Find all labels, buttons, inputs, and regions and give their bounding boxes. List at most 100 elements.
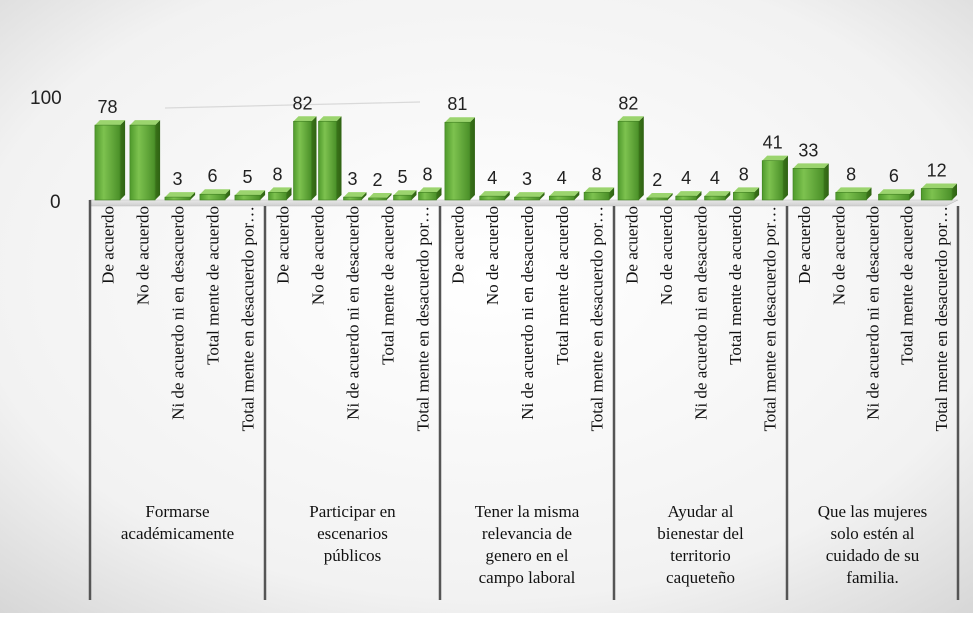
- group-label: Ayudar al bienestar del territorio caqueteñ…: [657, 502, 744, 587]
- data-label: 78: [97, 97, 117, 117]
- bar-top: [733, 187, 760, 193]
- bar[interactable]: [234, 194, 261, 201]
- bar-side: [725, 191, 731, 200]
- data-label: 3: [347, 169, 357, 189]
- bar[interactable]: [704, 195, 726, 201]
- category-tick-label: Total mente en desacuerdo por…: [761, 206, 780, 431]
- bar-top: [646, 193, 673, 198]
- bar[interactable]: [444, 121, 471, 201]
- category-tick-label: No de acuerdo: [483, 206, 502, 305]
- data-label: 12: [927, 160, 947, 180]
- bar[interactable]: [393, 194, 412, 201]
- category-tick-label: Total mente en desacuerdo por…: [239, 206, 258, 431]
- bar[interactable]: [129, 124, 156, 201]
- group-label: Tener la misma relevancia de genero en el c…: [475, 502, 580, 587]
- bar[interactable]: [418, 192, 437, 201]
- bar[interactable]: [733, 192, 755, 201]
- bar-side: [574, 191, 580, 200]
- category-tick-label: Ni de acuerdo ni en desacuerdo: [169, 206, 188, 420]
- bar[interactable]: [761, 160, 784, 201]
- category-tick-label: No de acuerdo: [309, 206, 328, 305]
- bar[interactable]: [878, 193, 910, 201]
- category-tick-label: De acuerdo: [795, 206, 814, 284]
- bar-side: [155, 120, 161, 200]
- category-tick-label: De acuerdo: [622, 206, 641, 284]
- bar-top: [792, 163, 829, 169]
- group-label: Participar en escenarios públicos: [309, 502, 396, 565]
- bar[interactable]: [164, 196, 191, 201]
- data-label: 2: [652, 170, 662, 190]
- data-label: 8: [592, 164, 602, 184]
- bar-side: [311, 116, 317, 200]
- category-tick-label: De acuerdo: [274, 206, 293, 284]
- bar[interactable]: [293, 120, 312, 201]
- group-label-line: públicos: [324, 546, 382, 565]
- bar-top: [514, 192, 545, 198]
- bar-side: [436, 187, 442, 200]
- category-tick-label: De acuerdo: [99, 206, 118, 284]
- bar-side: [286, 187, 292, 200]
- bar-side: [120, 120, 126, 200]
- y-tick-label: 100: [30, 88, 62, 109]
- bar[interactable]: [343, 196, 362, 201]
- bar[interactable]: [792, 168, 825, 201]
- category-tick-label: Ni de acuerdo ni en desacuerdo: [518, 206, 537, 420]
- data-label: 6: [207, 166, 217, 186]
- bar[interactable]: [583, 192, 610, 201]
- bar-side: [469, 117, 475, 200]
- bar-top: [268, 187, 292, 193]
- bar[interactable]: [268, 192, 287, 201]
- bar-top: [393, 190, 417, 196]
- bar-side: [696, 191, 702, 200]
- bar-side: [411, 190, 417, 200]
- data-label: 8: [739, 164, 749, 184]
- bar-top: [704, 191, 731, 197]
- group-label: Que las mujeres solo estén al cuidado de s…: [818, 502, 928, 587]
- bar-side: [190, 192, 196, 200]
- bar-side: [260, 190, 266, 200]
- group-label: Formarse académicamente: [121, 502, 234, 543]
- group-label-line: territorio: [670, 546, 730, 565]
- group-label-line: genero en el: [485, 546, 568, 565]
- data-label: 81: [447, 94, 467, 114]
- bar-top: [94, 120, 126, 126]
- bar[interactable]: [479, 195, 506, 201]
- bar[interactable]: [675, 195, 697, 201]
- bar-side: [386, 193, 392, 200]
- category-tick-label: Ni de acuerdo ni en desacuerdo: [864, 206, 883, 420]
- category-tick-label: Total mente de acuerdo: [726, 206, 745, 365]
- bar[interactable]: [617, 120, 640, 201]
- group-label-line: Participar en: [309, 502, 396, 521]
- bar[interactable]: [94, 124, 121, 201]
- bar-top: [584, 187, 615, 193]
- bar[interactable]: [835, 192, 867, 201]
- group-label-line: Ayudar al: [668, 502, 734, 521]
- chart-floor: [89, 199, 959, 207]
- group-label-line: Tener la misma: [475, 502, 580, 521]
- bar[interactable]: [920, 188, 953, 201]
- bar-top: [549, 191, 580, 197]
- category-tick-label: No de acuerdo: [657, 206, 676, 305]
- y-tick-label: 0: [50, 192, 61, 213]
- bar-side: [952, 183, 958, 200]
- bar[interactable]: [318, 120, 337, 201]
- bar[interactable]: [368, 197, 387, 201]
- bar-top: [318, 116, 342, 122]
- bar[interactable]: [646, 197, 668, 201]
- bar[interactable]: [548, 195, 575, 201]
- data-label: 5: [397, 167, 407, 187]
- bar-top: [675, 191, 702, 197]
- bar-top: [878, 189, 915, 195]
- data-label: 6: [889, 166, 899, 186]
- category-tick-label: Total mente en desacuerdo por…: [414, 206, 433, 431]
- group-label-line: familia.: [846, 568, 898, 587]
- data-label: 82: [618, 93, 638, 113]
- bar[interactable]: [514, 196, 540, 201]
- data-label: 4: [557, 168, 567, 188]
- group-label-line: relevancia de: [482, 524, 572, 543]
- data-label: 8: [272, 164, 282, 184]
- bar[interactable]: [199, 193, 226, 201]
- bar-top: [368, 193, 392, 198]
